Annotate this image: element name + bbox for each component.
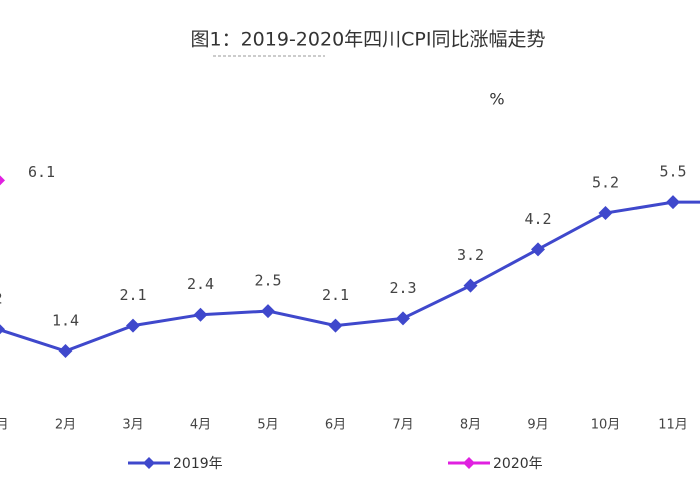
point <box>261 304 275 319</box>
x-tick-label: 4月 <box>190 418 211 433</box>
point <box>328 318 343 333</box>
x-tick-label: 10月 <box>591 418 621 433</box>
x-tick-label: 11月 <box>658 418 688 433</box>
data-label: 4.2 <box>524 210 551 228</box>
data-label: 2 <box>0 290 3 308</box>
point <box>396 311 410 326</box>
legend-marker <box>463 457 475 469</box>
legend-label: 2019年 <box>173 456 223 472</box>
data-label: 1.4 <box>52 312 79 330</box>
point <box>0 175 5 186</box>
legend-label: 2020年 <box>493 456 543 472</box>
x-tick-label: 2月 <box>55 418 76 433</box>
x-tick-label: 3月 <box>122 418 143 433</box>
point <box>666 195 680 210</box>
point <box>126 318 140 333</box>
data-label: 6.1 <box>28 163 55 181</box>
data-label: 2.5 <box>254 272 281 290</box>
x-tick-label: 6月 <box>325 418 346 433</box>
x-tick-label: 1月 <box>0 418 9 433</box>
point <box>463 278 478 293</box>
unit-label: % <box>489 90 504 109</box>
series-line <box>0 200 700 353</box>
data-label: 2.3 <box>389 279 416 297</box>
legend-marker <box>143 457 155 469</box>
x-tick-label: 5月 <box>257 418 278 433</box>
data-label: 5.5 <box>659 163 686 181</box>
x-tick-label: 7月 <box>392 418 413 433</box>
point <box>0 324 5 335</box>
chart-title: 图1：2019-2020年四川CPI同比涨幅走势 <box>191 29 546 51</box>
data-label: 5.2 <box>592 174 619 192</box>
point <box>531 242 545 257</box>
data-label: 2.1 <box>119 286 146 304</box>
data-label: 2.4 <box>187 275 214 293</box>
data-label: 2.1 <box>322 286 349 304</box>
data-label: 3.2 <box>457 246 484 264</box>
point <box>193 307 208 322</box>
x-tick-label: 8月 <box>460 418 481 433</box>
point <box>598 206 613 221</box>
x-tick-label: 9月 <box>527 418 548 433</box>
point <box>58 344 73 358</box>
